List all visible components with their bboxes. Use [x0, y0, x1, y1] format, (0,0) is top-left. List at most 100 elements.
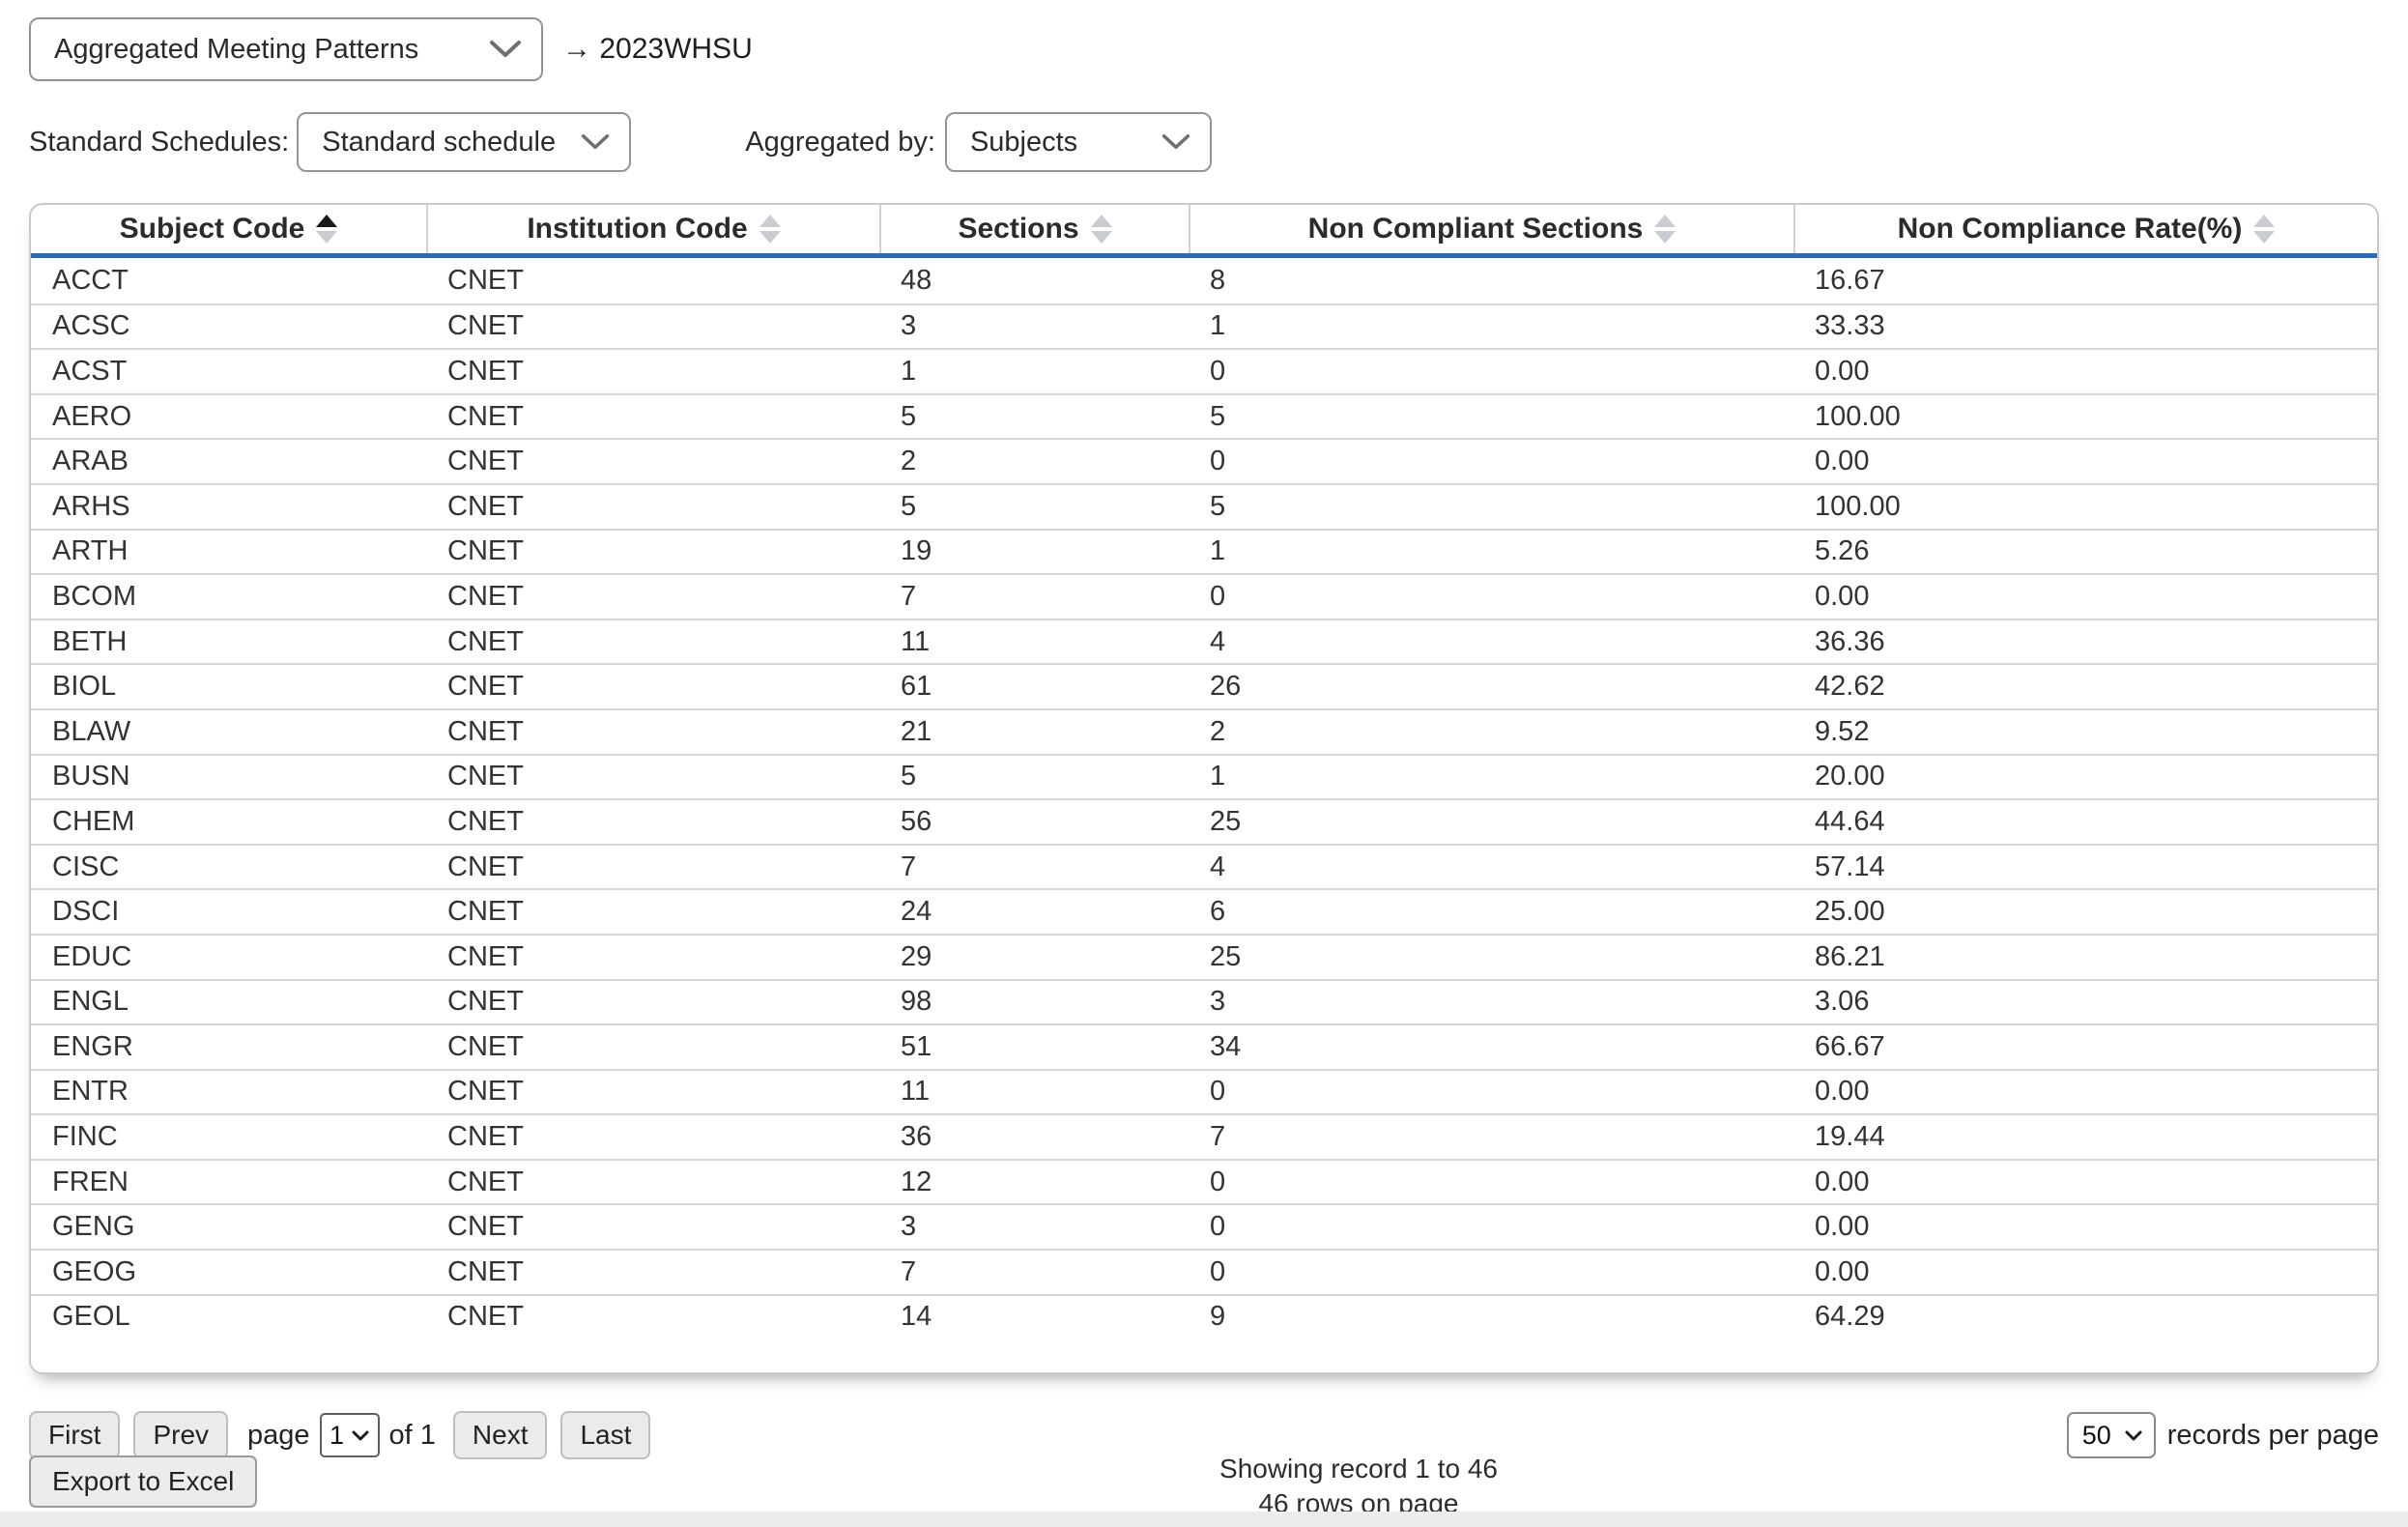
institution-code-cell: CNET — [447, 625, 524, 657]
sections-cell: 21 — [901, 715, 932, 747]
non-compliant-sections-cell: 34 — [1210, 1030, 1242, 1062]
chevron-down-icon — [2125, 1430, 2142, 1440]
institution-code-cell: CNET — [447, 580, 524, 612]
column-header-label: Institution Code — [527, 213, 748, 245]
sections-cell: 14 — [901, 1301, 932, 1333]
non-compliance-rate-cell: 16.67 — [1815, 264, 1885, 296]
sort-icon — [2253, 215, 2276, 244]
institution-code-cell: CNET — [447, 896, 524, 928]
non-compliant-sections-cell: 6 — [1210, 896, 1226, 928]
institution-code-cell: CNET — [447, 400, 524, 432]
standard-schedule-select-value: Standard schedule — [322, 126, 557, 158]
sort-desc-arrow — [759, 231, 781, 244]
sections-cell: 3 — [901, 1211, 917, 1243]
last-page-button[interactable]: Last — [560, 1411, 651, 1459]
table-row: ARAB CNET 2 0 0.00 — [31, 438, 2377, 483]
table-row: CISC CNET 7 4 57.14 — [31, 843, 2377, 889]
page-number-select-value: 1 — [330, 1420, 345, 1450]
report-type-select-value: Aggregated Meeting Patterns — [54, 33, 419, 65]
sort-desc-arrow — [1090, 231, 1112, 244]
non-compliance-rate-cell: 20.00 — [1815, 761, 1885, 792]
sections-cell: 36 — [901, 1121, 932, 1153]
subject-code-cell: BCOM — [52, 580, 136, 612]
records-per-page-select[interactable]: 50 — [2066, 1412, 2156, 1458]
sections-cell: 2 — [901, 446, 917, 477]
sections-cell: 51 — [901, 1030, 932, 1062]
records-per-page-label: records per page — [2166, 1419, 2379, 1451]
report-type-select[interactable]: Aggregated Meeting Patterns — [29, 17, 543, 81]
prev-page-button[interactable]: Prev — [133, 1411, 229, 1459]
institution-code-cell: CNET — [447, 1255, 524, 1287]
non-compliant-sections-cell: 3 — [1210, 986, 1226, 1018]
non-compliance-rate-cell: 9.52 — [1815, 715, 1870, 747]
non-compliance-rate-cell: 100.00 — [1815, 400, 1901, 432]
results-table: Subject Code Institution Code Sections N… — [29, 203, 2379, 1374]
sections-cell: 1 — [901, 355, 917, 387]
subject-code-cell: ACCT — [52, 264, 129, 296]
table-row: GENG CNET 3 0 0.00 — [31, 1203, 2377, 1249]
subject-code-cell: BLAW — [52, 715, 131, 747]
first-page-button[interactable]: First — [29, 1411, 121, 1459]
records-per-page-group: 50 records per page — [2066, 1412, 2379, 1458]
column-header-label: Sections — [958, 213, 1079, 245]
standard-schedule-select[interactable]: Standard schedule — [297, 112, 632, 172]
page-number-select[interactable]: 1 — [319, 1413, 380, 1457]
non-compliance-rate-cell: 0.00 — [1815, 446, 1870, 477]
sort-asc-arrow — [2253, 215, 2276, 227]
sections-cell: 61 — [901, 671, 932, 703]
sort-icon — [759, 215, 781, 244]
subject-code-cell: GEOG — [52, 1255, 137, 1287]
sections-cell: 5 — [901, 400, 917, 432]
institution-code-cell: CNET — [447, 671, 524, 703]
record-status-line1: Showing record 1 to 46 — [1219, 1454, 1498, 1484]
column-header-non-compliant-sections[interactable]: Non Compliant Sections — [1189, 205, 1793, 253]
column-header-sections[interactable]: Sections — [879, 205, 1189, 253]
subject-code-cell: ENGR — [52, 1030, 133, 1062]
subject-code-cell: AERO — [52, 400, 132, 432]
table-row: ACSC CNET 3 1 33.33 — [31, 303, 2377, 349]
aggregated-by-select[interactable]: Subjects — [944, 112, 1212, 172]
standard-schedules-label: Standard Schedules: — [29, 126, 290, 158]
subject-code-cell: ACST — [52, 355, 128, 387]
next-page-button[interactable]: Next — [452, 1411, 548, 1459]
table-row: BLAW CNET 21 2 9.52 — [31, 707, 2377, 754]
institution-code-cell: CNET — [447, 715, 524, 747]
non-compliant-sections-cell: 5 — [1210, 400, 1226, 432]
subject-code-cell: BUSN — [52, 761, 130, 792]
non-compliant-sections-cell: 4 — [1210, 850, 1226, 882]
institution-code-cell: CNET — [447, 986, 524, 1018]
column-header-non-compliance-rate[interactable]: Non Compliance Rate(%) — [1793, 205, 2377, 253]
column-header-subject-code[interactable]: Subject Code — [31, 205, 426, 253]
subject-code-cell: ARAB — [52, 446, 129, 477]
sections-cell: 19 — [901, 535, 932, 567]
non-compliance-rate-cell: 0.00 — [1815, 580, 1870, 612]
column-header-label: Non Compliance Rate(%) — [1897, 213, 2243, 245]
non-compliance-rate-cell: 0.00 — [1815, 1076, 1870, 1108]
non-compliance-rate-cell: 25.00 — [1815, 896, 1885, 928]
non-compliance-rate-cell: 64.29 — [1815, 1301, 1885, 1333]
sort-asc-arrow — [1090, 215, 1112, 227]
non-compliant-sections-cell: 26 — [1210, 671, 1242, 703]
page-label: page — [247, 1419, 310, 1451]
export-to-excel-button[interactable]: Export to Excel — [29, 1455, 258, 1508]
sort-desc-arrow — [2253, 231, 2276, 244]
subject-code-cell: FINC — [52, 1121, 118, 1153]
non-compliance-rate-cell: 86.21 — [1815, 940, 1885, 972]
institution-code-cell: CNET — [447, 1121, 524, 1153]
institution-code-cell: CNET — [447, 940, 524, 972]
chevron-down-icon — [352, 1430, 369, 1440]
institution-code-cell: CNET — [447, 1076, 524, 1108]
table-body: ACCT CNET 48 8 16.67 ACSC CNET 3 1 33.33… — [31, 258, 2377, 1340]
subject-code-cell: ARTH — [52, 535, 129, 567]
records-per-page-select-value: 50 — [2081, 1420, 2111, 1450]
non-compliance-rate-cell: 0.00 — [1815, 1255, 1870, 1287]
subject-code-cell: CHEM — [52, 805, 135, 837]
subject-code-cell: GEOL — [52, 1301, 130, 1333]
sections-cell: 11 — [901, 1076, 931, 1108]
institution-code-cell: CNET — [447, 1166, 524, 1197]
column-header-institution-code[interactable]: Institution Code — [426, 205, 879, 253]
table-row: DSCI CNET 24 6 25.00 — [31, 888, 2377, 934]
sort-icon — [1090, 215, 1112, 244]
table-row: ACCT CNET 48 8 16.67 — [31, 258, 2377, 303]
